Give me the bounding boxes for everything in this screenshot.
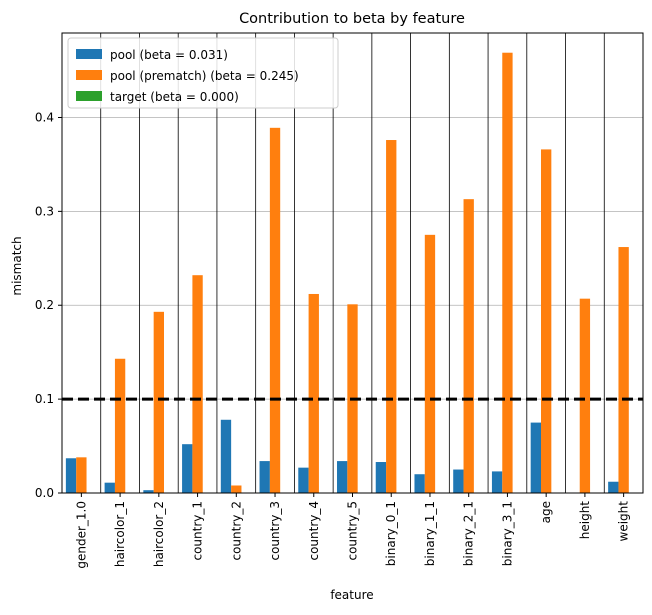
x-tick-label: binary_2_1 (462, 501, 476, 566)
bar (502, 52, 513, 493)
bar (220, 419, 232, 493)
bar (192, 275, 203, 493)
bar (269, 127, 281, 493)
bar (259, 461, 270, 493)
bar (463, 199, 474, 493)
x-tick-label: country_2 (229, 501, 243, 561)
x-tick-label: country_3 (268, 501, 282, 561)
bar (530, 422, 542, 493)
x-tick-label: binary_0_1 (384, 501, 398, 566)
bar (424, 234, 436, 493)
bar (541, 149, 552, 494)
bar (182, 444, 193, 493)
y-tick-label: 0.2 (35, 298, 54, 312)
x-tick-label: height (578, 501, 592, 540)
x-tick-label: haircolor_2 (152, 501, 166, 567)
bar (104, 482, 115, 493)
legend: pool (beta = 0.031) pool (prematch) (beta… (67, 37, 339, 109)
bar (76, 457, 87, 493)
bar (618, 247, 629, 493)
legend-label: pool (prematch) (beta = 0.245) (110, 69, 299, 83)
y-tick-label: 0.3 (35, 204, 54, 218)
bar (414, 474, 425, 493)
y-tick-label: 0.1 (35, 392, 54, 406)
x-tick-label: gender_1.0 (74, 501, 88, 569)
category-separators (100, 33, 605, 493)
x-tick-label: country_4 (307, 501, 321, 561)
bar (386, 140, 397, 494)
legend-label: pool (beta = 0.031) (110, 48, 228, 62)
x-tick-label: binary_3_1 (500, 501, 514, 566)
x-axis-label: feature (330, 588, 373, 602)
bar (579, 298, 591, 493)
legend-swatch (76, 70, 102, 80)
bar (114, 358, 126, 493)
axes-layer: 0.0 0.1 0.2 0.3 0.4 gender_1.0 haircolor_1 hair… (35, 32, 644, 569)
bar (65, 458, 77, 493)
bar (298, 467, 309, 493)
legend-swatch (76, 49, 102, 59)
x-tick-label: binary_1_1 (423, 501, 437, 566)
legend-box (67, 37, 339, 109)
x-tick-label: haircolor_1 (113, 501, 127, 567)
legend-label: target (beta = 0.000) (110, 90, 239, 104)
bar (453, 469, 464, 493)
x-tick-label: weight (617, 501, 631, 542)
bar (143, 490, 154, 493)
bar (375, 462, 387, 493)
bar (608, 481, 619, 493)
bar (337, 461, 348, 493)
x-tick-label: country_1 (191, 501, 205, 561)
bar (153, 311, 164, 493)
y-tick-label: 0.0 (35, 486, 54, 500)
x-tick-label: age (539, 501, 553, 523)
x-tick-label: country_5 (346, 501, 360, 561)
bars-layer (65, 52, 629, 494)
bar (308, 293, 319, 493)
y-axis-label: mismatch (10, 236, 24, 295)
bar (231, 485, 242, 493)
y-tick-label: 0.4 (35, 110, 54, 124)
legend-swatch (76, 91, 102, 101)
bar (491, 471, 503, 493)
chart-title: Contribution to beta by feature (239, 11, 465, 27)
